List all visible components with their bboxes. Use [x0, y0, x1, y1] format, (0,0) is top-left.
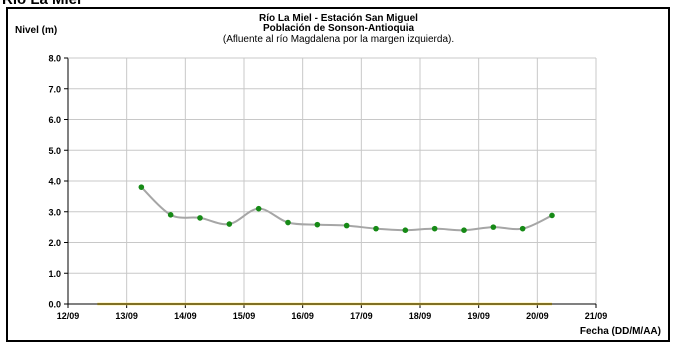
data-point [167, 212, 174, 218]
data-point [431, 225, 438, 232]
y-tick-label: 8.0 [48, 54, 61, 64]
data-point [255, 205, 262, 212]
y-tick-label: 5.0 [48, 146, 61, 156]
data-point [461, 227, 467, 233]
x-tick-label: 12/09 [57, 311, 80, 321]
y-tick-label: 6.0 [48, 115, 61, 125]
data-point [285, 219, 291, 226]
y-tick-label: 1.0 [48, 269, 61, 279]
x-tick-label: 21/09 [585, 311, 608, 321]
x-tick-label: 14/09 [174, 311, 197, 321]
data-point [314, 221, 321, 228]
x-tick-label: 16/09 [291, 311, 314, 321]
x-tick-label: 17/09 [350, 311, 373, 321]
data-point [549, 212, 555, 219]
chart-frame [6, 7, 670, 342]
chart-note: (Afluente al río Magdalena por la margen… [222, 34, 455, 45]
chart-title: Río La Miel - Estación San Miguel [259, 13, 418, 24]
x-tick-label: 19/09 [467, 311, 490, 321]
data-point [138, 184, 145, 190]
data-point [519, 225, 526, 232]
y-tick-label: 4.0 [48, 177, 61, 187]
y-tick-label: 2.0 [48, 238, 61, 248]
page-title: Río La Miel [2, 0, 81, 8]
chart-subtitle: Población de Sonson-Antioquia [262, 23, 415, 34]
y-tick-label: 0.0 [48, 300, 61, 310]
data-point [343, 222, 350, 229]
x-tick-label: 18/09 [409, 311, 432, 321]
data-point [490, 224, 497, 230]
y-tick-label: 7.0 [48, 84, 61, 94]
data-point [197, 215, 203, 221]
y-axis-label: Nivel (m) [15, 25, 58, 36]
x-tick-label: 20/09 [526, 311, 549, 321]
x-tick-label: 13/09 [115, 311, 138, 321]
data-point [373, 225, 379, 232]
x-axis-label: Fecha (DD/M/AA) [579, 326, 661, 337]
x-tick-label: 15/09 [233, 311, 256, 321]
data-point [226, 221, 233, 227]
data-point [402, 227, 409, 233]
y-tick-label: 3.0 [48, 207, 61, 217]
